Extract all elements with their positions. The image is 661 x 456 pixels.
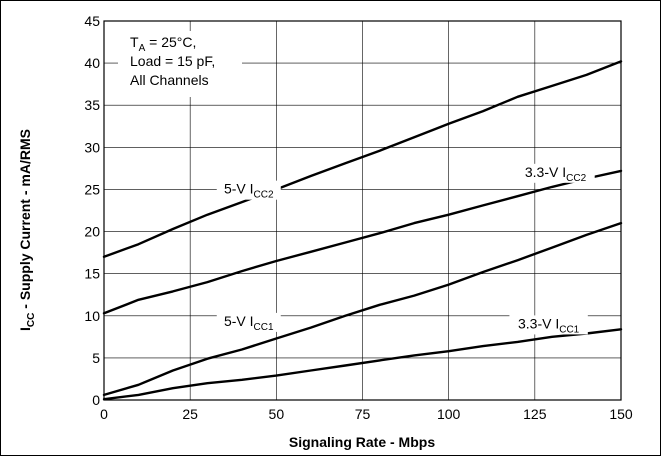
y-tick-label: 10 <box>84 308 100 324</box>
series-label-background <box>216 180 281 200</box>
y-tick-label: 25 <box>84 181 100 197</box>
series-label-subscript: CC1 <box>559 324 579 335</box>
series-line-3 <box>102 221 623 397</box>
conditions-background <box>118 31 242 97</box>
x-axis-title: Signaling Rate - Mbps <box>289 434 435 450</box>
y-tick-label: 45 <box>84 13 100 29</box>
condition-rest: = 25°C, <box>145 34 196 50</box>
x-tick-label: 75 <box>355 406 371 422</box>
series-label-1: 5-V ICC2 <box>224 181 274 201</box>
series-label-2: 3.3-V ICC2 <box>525 164 587 184</box>
x-tick-label: 50 <box>269 406 285 422</box>
x-tick-label: 25 <box>182 406 198 422</box>
y-axis-title-rest: - Supply Current - mA/RMS <box>17 129 33 313</box>
tick-labels: 0 25 50 75 100 125 150 0 5 10 15 20 25 30 35 40 45 <box>84 13 632 422</box>
series-label-background <box>509 315 588 335</box>
y-tick-label: 30 <box>84 139 100 155</box>
y-axis-title-subscript: CC <box>26 313 37 327</box>
y-tick-label: 40 <box>84 55 100 71</box>
series-line-1 <box>102 60 623 258</box>
series-label-background <box>516 163 595 183</box>
plot-area-frame <box>103 20 622 401</box>
series-label-main: 3.3-V I <box>525 164 566 180</box>
x-tick-label: 125 <box>523 406 547 422</box>
series-line-2 <box>102 169 623 315</box>
series-label-main: 5-V I <box>224 181 254 197</box>
condition-subscript: A <box>139 43 146 54</box>
condition-main: T <box>130 34 139 50</box>
series-lines <box>102 60 623 401</box>
series-label-subscript: CC2 <box>566 173 586 184</box>
y-axis-title-main: I <box>17 327 33 331</box>
series-label-3: 5-V ICC1 <box>224 313 274 333</box>
y-tick-label: 0 <box>92 392 100 408</box>
condition-line-2: Load = 15 pF, <box>130 53 215 69</box>
y-tick-label: 20 <box>84 224 100 240</box>
condition-line-1: TA = 25°C, <box>130 34 196 54</box>
x-tick-label: 100 <box>437 406 461 422</box>
series-label-main: 5-V I <box>224 313 254 329</box>
series-label-4: 3.3-V ICC1 <box>518 315 580 335</box>
series-label-subscript: CC2 <box>254 190 274 201</box>
series-label-subscript: CC1 <box>254 322 274 333</box>
condition-main: All Channels <box>130 72 209 88</box>
y-tick-label: 35 <box>84 97 100 113</box>
condition-main: Load = 15 pF, <box>130 53 215 69</box>
x-tick-label: 0 <box>100 406 108 422</box>
y-tick-label: 5 <box>92 350 100 366</box>
series-label-background <box>216 312 281 332</box>
x-tick-label: 150 <box>609 406 633 422</box>
y-axis-title: ICC - Supply Current - mA/RMS <box>17 129 37 331</box>
series-line-4 <box>102 328 623 401</box>
y-tick-label: 15 <box>84 266 100 282</box>
series-label-main: 3.3-V I <box>518 315 559 331</box>
condition-line-3: All Channels <box>130 72 209 88</box>
conditions-annotation: TA = 25°C,Load = 15 pF,All Channels <box>118 31 242 97</box>
